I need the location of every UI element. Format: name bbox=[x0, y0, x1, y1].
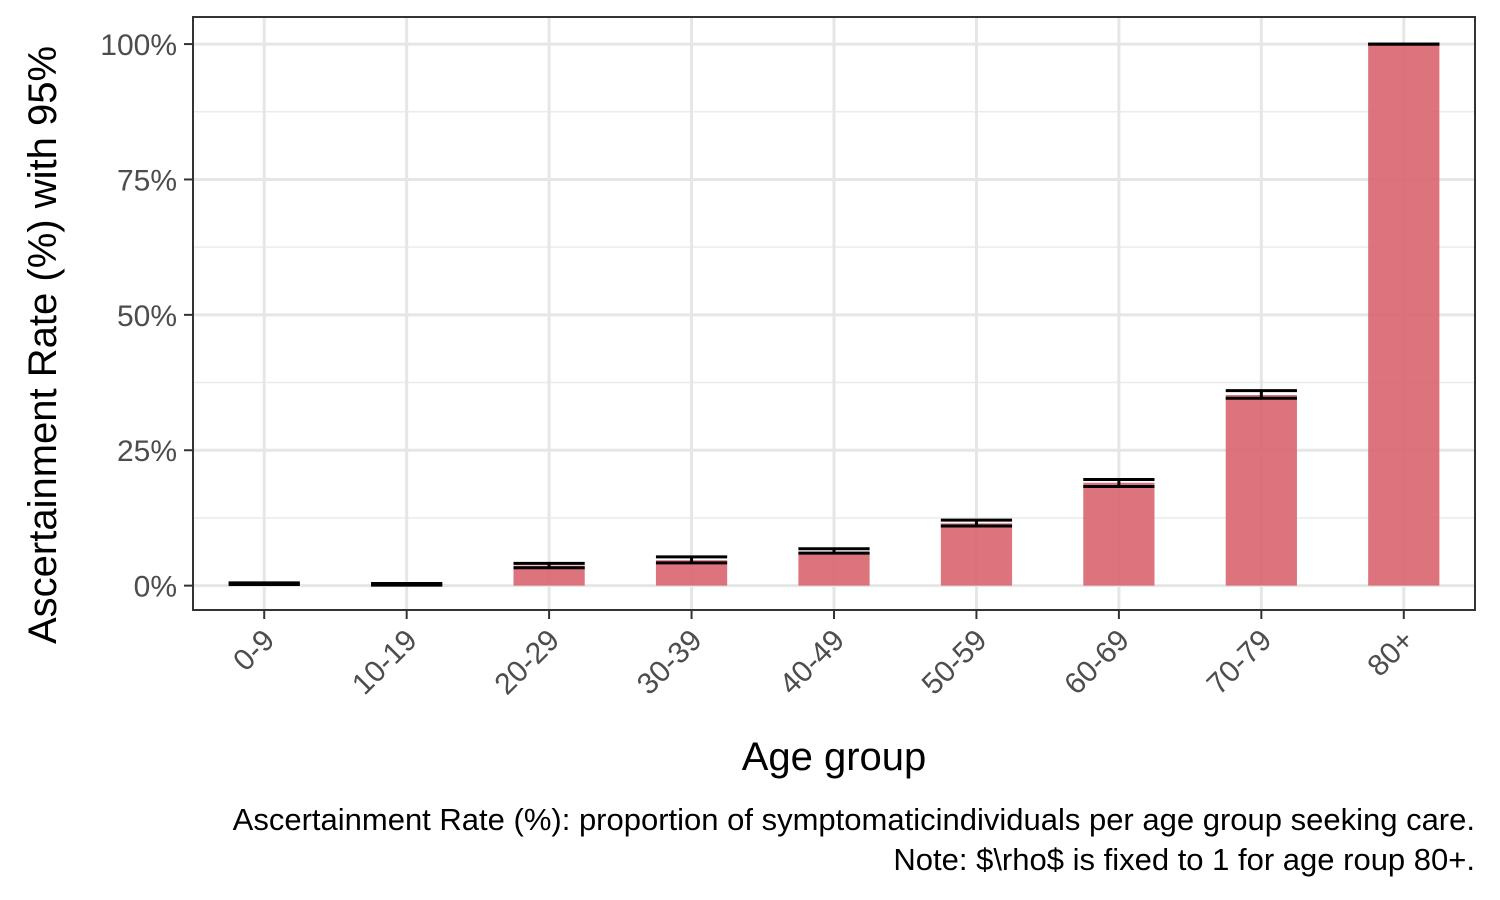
x-tick-label: 10-19 bbox=[346, 624, 424, 702]
y-tick-label: 0% bbox=[134, 571, 177, 604]
x-tick-label: 80+ bbox=[1361, 624, 1420, 683]
y-axis-ticks: 0% 25% 50% 75% 100% bbox=[100, 29, 193, 604]
bar bbox=[798, 551, 870, 586]
x-axis-ticks: 0-9 10-19 20-29 30-39 40-49 50-59 60-69 70-79 80… bbox=[227, 610, 1421, 701]
error-bar bbox=[371, 581, 443, 587]
bar bbox=[1083, 482, 1155, 586]
caption-line-1: Ascertainment Rate (%): proportion of sy… bbox=[233, 802, 1475, 837]
error-bar bbox=[798, 547, 870, 555]
error-bar bbox=[513, 561, 585, 570]
error-bar bbox=[1225, 389, 1297, 400]
y-tick-label: 50% bbox=[117, 300, 177, 333]
bars bbox=[228, 44, 1440, 586]
bar bbox=[940, 523, 1013, 586]
bar bbox=[1225, 395, 1297, 586]
error-bar bbox=[655, 555, 728, 565]
x-tick-label: 70-79 bbox=[1201, 624, 1279, 702]
error-bar bbox=[228, 581, 300, 587]
x-tick-label: 50-59 bbox=[916, 624, 994, 702]
y-tick-label: 25% bbox=[117, 435, 177, 468]
bar bbox=[1368, 44, 1440, 586]
x-tick-label: 40-49 bbox=[773, 624, 851, 702]
error-bar bbox=[1083, 477, 1155, 489]
x-tick-label: 20-29 bbox=[488, 624, 566, 702]
x-tick-label: 30-39 bbox=[631, 624, 709, 702]
bar bbox=[513, 565, 585, 586]
bar bbox=[655, 560, 728, 586]
caption-line-2: Note: $\rho$ is fixed to 1 for age roup … bbox=[893, 842, 1475, 877]
y-tick-label: 100% bbox=[100, 29, 177, 62]
error-bars bbox=[228, 42, 1440, 587]
y-tick-label: 75% bbox=[117, 164, 177, 197]
x-tick-label: 0-9 bbox=[227, 624, 281, 678]
x-tick-label: 60-69 bbox=[1058, 624, 1136, 702]
x-axis-title: Age group bbox=[742, 735, 927, 779]
error-bar bbox=[940, 518, 1013, 528]
y-axis-title: Ascertainment Rate (%) with 95% bbox=[21, 46, 65, 644]
